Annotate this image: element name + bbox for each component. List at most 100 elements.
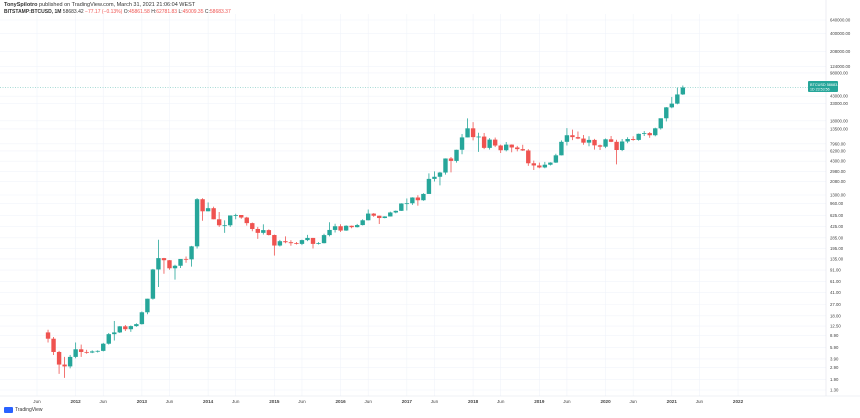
candle-body xyxy=(371,213,376,216)
candle-body xyxy=(575,137,581,139)
candle xyxy=(581,134,586,145)
price-tick-label: 33000.00 xyxy=(830,101,849,106)
candle-body xyxy=(360,220,365,226)
candle-body xyxy=(200,199,205,212)
close-value: 58683.37 xyxy=(209,9,231,15)
candle-body xyxy=(426,178,432,194)
candle xyxy=(432,171,437,182)
price-tick-label: 3.90 xyxy=(830,356,839,361)
candle xyxy=(95,350,100,353)
candle xyxy=(172,264,178,280)
price-tick-label: 5.90 xyxy=(830,345,839,350)
candle-body xyxy=(45,332,51,339)
candle xyxy=(327,222,332,237)
candle-body xyxy=(73,349,78,357)
candle xyxy=(531,160,536,171)
candle-body xyxy=(669,103,674,108)
candle xyxy=(437,171,443,186)
candle-body xyxy=(128,326,134,330)
badge-symbol: BTCUSD 58683.37 xyxy=(810,83,843,87)
price-tick-label: 6200.00 xyxy=(830,148,846,153)
candle xyxy=(377,215,382,225)
candle xyxy=(526,149,531,166)
candle-body xyxy=(343,225,349,231)
time-axis[interactable]: Jun 2012 Jun 2013 Jun 2014 Jun 2015 Jun 2016 Jun 20… xyxy=(33,399,743,404)
time-tick-label: Jun xyxy=(696,399,704,404)
candle-body xyxy=(288,242,294,244)
candle-body xyxy=(134,324,139,327)
candle-body xyxy=(404,203,410,205)
price-tick-label: 425.00 xyxy=(830,224,844,229)
candle-body xyxy=(393,210,398,213)
candle xyxy=(277,239,283,247)
candle-body xyxy=(399,203,404,211)
candle xyxy=(548,162,553,166)
candle-body xyxy=(531,163,536,166)
candle xyxy=(608,136,614,143)
price-tick-label: 12.50 xyxy=(830,324,841,329)
candle xyxy=(410,197,415,205)
candle-body xyxy=(62,364,67,367)
time-tick-label: Jun xyxy=(497,399,505,404)
candle xyxy=(382,216,387,219)
candle-body xyxy=(675,94,680,104)
candle-body xyxy=(619,141,625,151)
candle-body xyxy=(316,243,321,244)
candle-body xyxy=(349,225,354,228)
candle xyxy=(354,223,360,228)
candle-body xyxy=(553,155,559,163)
candle xyxy=(139,311,145,325)
candle xyxy=(664,107,669,122)
candle xyxy=(360,219,365,226)
chart-grid xyxy=(0,14,826,396)
tradingview-branding[interactable]: TradingView xyxy=(4,407,43,413)
candle xyxy=(150,268,156,300)
candle xyxy=(211,206,216,220)
candle xyxy=(575,131,581,140)
price-tick-label: 43000.00 xyxy=(830,94,849,99)
candle-body xyxy=(625,139,630,142)
candle-body xyxy=(117,326,122,333)
candle xyxy=(200,198,205,221)
candle xyxy=(680,85,686,95)
candle-body xyxy=(283,241,288,243)
price-tick-label: 61.00 xyxy=(830,279,841,284)
candle xyxy=(630,136,636,141)
candle xyxy=(393,210,398,214)
candle xyxy=(84,349,89,354)
price-tick-label: 8.90 xyxy=(830,333,839,338)
candle xyxy=(194,198,200,249)
time-tick-label: 2014 xyxy=(203,399,214,404)
candle-body xyxy=(459,137,465,150)
candle-body xyxy=(421,193,426,201)
candle xyxy=(653,127,658,137)
candle xyxy=(134,323,139,327)
candle-body xyxy=(382,216,387,219)
close-label: C: xyxy=(204,9,210,15)
price-tick-label: 640000.00 xyxy=(830,18,851,23)
candle xyxy=(349,225,354,229)
candle xyxy=(415,195,421,206)
candle xyxy=(454,149,459,163)
candle xyxy=(492,137,498,148)
price-tick-label: 18000.00 xyxy=(830,118,849,123)
candle-body xyxy=(327,229,332,236)
candle-body xyxy=(310,237,316,244)
time-tick-label: 2017 xyxy=(402,399,413,404)
price-axis[interactable]: 640000.00 400000.00 208000.00 124000.009800… xyxy=(830,18,851,393)
symbol-info: BITSTAMP:BTCUSD, 1M 58683.42 −77.17 (−0.… xyxy=(4,9,231,15)
candle-body xyxy=(515,147,520,150)
candle-body xyxy=(222,225,227,227)
time-tick-label: Jun xyxy=(431,399,439,404)
candle-body xyxy=(630,139,636,140)
candle xyxy=(56,350,62,374)
high-label: H: xyxy=(151,9,157,15)
candle-body xyxy=(239,215,244,218)
author-name[interactable]: TonySpilotro xyxy=(4,2,38,8)
candle xyxy=(123,324,128,332)
candle xyxy=(343,225,349,231)
time-tick-label: 2022 xyxy=(733,399,744,404)
candle xyxy=(614,139,619,165)
candle xyxy=(642,131,647,137)
